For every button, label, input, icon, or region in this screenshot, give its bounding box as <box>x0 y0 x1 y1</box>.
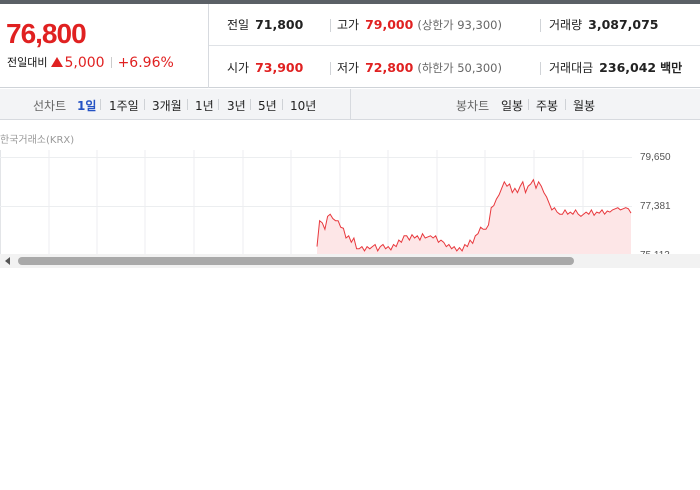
stat-value: 72,800 <box>365 60 414 75</box>
divider <box>528 99 529 110</box>
period-1d-button[interactable]: 1일 <box>77 99 97 113</box>
scrollbar-thumb[interactable] <box>18 257 574 265</box>
divider <box>218 99 219 110</box>
period-3m-button[interactable]: 3개월 <box>152 99 182 113</box>
top-accent-bar <box>0 0 700 4</box>
stat-label: 전일 <box>227 18 250 32</box>
period-5y-button[interactable]: 5년 <box>258 99 277 113</box>
stat-label: 저가 <box>337 61 360 75</box>
y-tick-label: 77,381 <box>640 201 671 212</box>
stat-label: 거래량 <box>549 18 583 32</box>
price-chart-svg: 79,650 77,381 75,113 <box>0 150 671 255</box>
chart-toolbar: 선차트 1일 1주일 3개월 1년 3년 5년 10년 봉차트 일봉 주봉 월봉 <box>0 89 700 120</box>
chart-scrollbar[interactable] <box>0 254 700 268</box>
change-amount: 5,000 <box>64 55 105 71</box>
stat-label: 시가 <box>227 61 250 75</box>
price-block: 76,800 전일대비 5,000 +6.96% <box>0 4 209 88</box>
stat-value: 79,000 <box>365 17 414 32</box>
y-tick-label: 79,650 <box>640 152 671 163</box>
change-percent: +6.96% <box>117 55 174 71</box>
change-row: 전일대비 5,000 +6.96% <box>7 54 174 71</box>
divider <box>330 19 331 32</box>
line-chart-label: 선차트 <box>33 99 67 113</box>
period-1w-button[interactable]: 1주일 <box>109 99 139 113</box>
stat-high: 고가 79,000 (상한가 93,300) <box>337 16 502 33</box>
divider <box>110 57 112 68</box>
price-area-fill <box>317 179 631 255</box>
divider <box>282 99 283 110</box>
scroll-left-arrow-icon[interactable] <box>5 257 10 265</box>
candle-daily-button[interactable]: 일봉 <box>501 99 524 113</box>
y-tick-label: 75,113 <box>640 250 670 255</box>
period-1y-button[interactable]: 1년 <box>195 99 214 113</box>
price-chart[interactable]: 79,650 77,381 75,113 <box>0 150 700 255</box>
upper-limit: (상한가 93,300) <box>417 18 502 32</box>
stat-value: 71,800 <box>255 17 304 32</box>
candle-weekly-button[interactable]: 주봉 <box>536 99 559 113</box>
divider <box>144 99 145 110</box>
period-10y-button[interactable]: 10년 <box>290 99 317 113</box>
divider <box>540 62 541 75</box>
up-triangle-icon <box>51 57 64 67</box>
divider <box>100 99 101 110</box>
divider <box>565 99 566 110</box>
current-price: 76,800 <box>6 18 87 49</box>
stat-low: 저가 72,800 (하한가 50,300) <box>337 59 502 76</box>
row-divider <box>209 45 700 46</box>
stat-turnover: 거래대금 236,042 백만 <box>549 59 682 76</box>
turnover-unit: 백만 <box>660 61 683 75</box>
stat-label: 고가 <box>337 18 360 32</box>
period-3y-button[interactable]: 3년 <box>227 99 246 113</box>
chart-source-caption: 한국거래소(KRX) <box>0 135 75 146</box>
divider <box>330 62 331 75</box>
stat-value: 73,900 <box>255 60 304 75</box>
quote-summary: 76,800 전일대비 5,000 +6.96% 전일 71,800 고가 79,000… <box>0 4 700 88</box>
line-chart-periods: 선차트 1일 1주일 3개월 1년 3년 5년 10년 <box>0 89 351 119</box>
stat-label: 거래대금 <box>549 61 594 75</box>
lower-limit: (하한가 50,300) <box>417 61 502 75</box>
stat-open: 시가 73,900 <box>227 59 303 76</box>
candle-monthly-button[interactable]: 월봉 <box>573 99 596 113</box>
stat-prev-close: 전일 71,800 <box>227 16 303 33</box>
divider <box>250 99 251 110</box>
stat-value: 3,087,075 <box>588 17 659 32</box>
stat-value: 236,042 <box>599 60 657 75</box>
divider <box>187 99 188 110</box>
candle-chart-label: 봉차트 <box>456 99 490 113</box>
stat-volume: 거래량 3,087,075 <box>549 16 659 33</box>
divider <box>540 19 541 32</box>
price-line <box>316 178 632 253</box>
change-label: 전일대비 <box>7 56 48 69</box>
